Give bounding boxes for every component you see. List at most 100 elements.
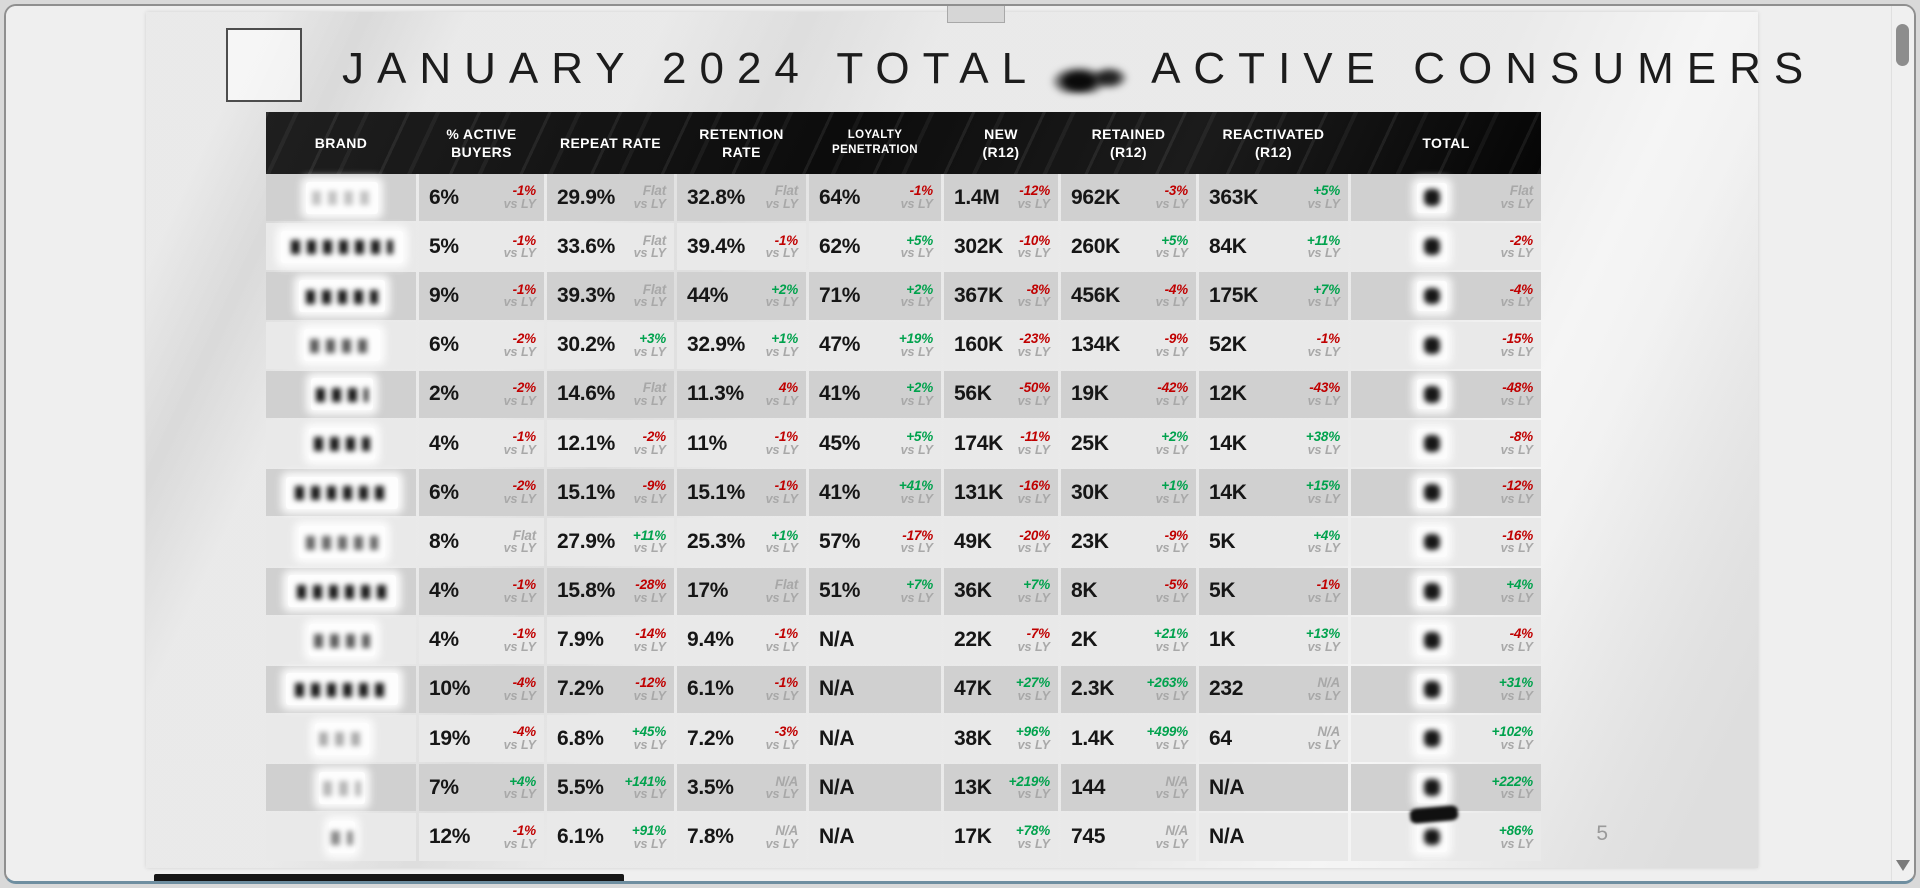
table-row: 8% Flat vs LY 27.9% +11% vs LY 25.3% +1% vs LY 57… [266,518,1541,566]
cell-retention-rate: 17% Flat vs LY [677,567,806,615]
cell-active-buyers: 4% -1% vs LY [419,616,544,664]
change-value: -2% [1509,232,1534,248]
blurred-brand-logo [329,821,355,854]
vs-ly-label: vs LY [765,492,798,507]
blurred-brand-logo-small [1417,625,1447,656]
change-value: +11% [1306,232,1340,248]
cell-retained-r12: 19K -42% vs LY [1061,370,1196,418]
change-value: -3% [1164,183,1189,199]
vs-ly-label: vs LY [1155,639,1188,654]
cell-repeat-rate: 6.1% +91% vs LY [547,813,674,861]
change-value: 4% [778,380,798,396]
document-canvas[interactable]: JANUARY 2024 TOTAL ACTIVE CONSUMERS BRAN… [6,6,1892,881]
metric-value: 45% [819,431,861,455]
change-value: +86% [1498,822,1533,838]
vs-ly-label: vs LY [1155,295,1188,310]
change-block: -2% vs LY [498,479,537,507]
cell-new-r12: 174K -11% vs LY [944,419,1058,468]
change-value: -12% [1502,478,1533,494]
vs-ly-label: vs LY [1500,443,1533,458]
next-slide-edge [154,874,624,881]
change-block: -12% vs LY [628,676,667,703]
scrollbar-thumb[interactable] [1896,24,1909,66]
change-value: +38% [1305,429,1340,445]
change-value: +21% [1153,626,1188,642]
change-value: +13% [1305,626,1340,642]
column-header-line: (R12) [982,144,1020,160]
vs-ly-label: vs LY [1155,393,1188,408]
logo-ink [314,437,370,452]
logo-ink [1423,828,1441,846]
change-value: +102% [1491,724,1534,740]
vs-ly-label: vs LY [1017,393,1050,408]
vs-ly-label: vs LY [503,492,536,507]
toolbar-handle[interactable] [947,6,1005,23]
scroll-down-arrow-icon[interactable] [1896,860,1910,871]
change-value: -16% [1019,478,1050,494]
blurred-brand-logo-small [1417,772,1447,803]
change-block: +21% vs LY [1148,627,1188,654]
vs-ly-label: vs LY [633,787,666,802]
change-block: +4% vs LY [1302,528,1341,556]
metric-value: 5.5% [557,775,604,799]
metric-value: 232 [1209,677,1244,701]
vs-ly-label: vs LY [900,295,933,310]
change-block: N/A vs LY [1150,823,1189,851]
metric-value: 11.3% [687,382,744,406]
change-block: +2% vs LY [895,282,934,310]
change-value: +4% [509,773,536,789]
vs-ly-label: vs LY [1155,197,1188,212]
column-header-2: REPEAT RATE [547,112,674,174]
metric-value: 2% [429,382,459,406]
change-value: N/A [775,773,798,789]
change-value: -1% [774,626,799,642]
vs-ly-label: vs LY [633,541,666,556]
blurred-brand-logo-small [1417,822,1447,853]
metric-value: N/A [819,628,855,652]
change-value: N/A [1165,773,1188,789]
change-block: -2% vs LY [1495,232,1534,261]
metric-value: 12K [1209,382,1247,406]
vs-ly-label: vs LY [765,295,798,310]
metric-value: 3.5% [687,775,734,799]
metric-value: 11% [687,431,727,455]
blurred-brand-logo [281,230,403,263]
metric-value: 49K [954,529,992,553]
vertical-scrollbar[interactable] [1891,6,1914,881]
column-header-line: NEW [984,125,1018,142]
blurred-brand-logo-small [1417,379,1447,410]
metric-value: 51% [819,579,861,603]
vs-ly-label: vs LY [1500,197,1533,212]
column-header-line: PENETRATION [832,144,918,156]
column-header-4: LOYALTY PENETRATION [809,112,941,174]
change-block: +11% vs LY [1301,232,1340,261]
vs-ly-label: vs LY [1500,590,1533,605]
change-value: -48% [1502,380,1533,396]
logo-ink [1423,238,1441,256]
vs-ly-label: vs LY [1500,541,1533,556]
vs-ly-label: vs LY [765,197,798,212]
metric-value: N/A [819,677,855,701]
vs-ly-label: vs LY [1500,492,1533,507]
cell-total: -12% vs LY [1351,469,1541,517]
cell-repeat-rate: 14.6% Flat vs LY [547,370,674,418]
vs-ly-label: vs LY [1155,344,1188,359]
metric-value: 36K [954,579,992,603]
vs-ly-label: vs LY [1017,836,1050,851]
vs-ly-label: vs LY [1307,393,1340,408]
cell-total: -8% vs LY [1351,419,1541,468]
change-block: Flat vs LY [760,578,799,605]
vs-ly-label: vs LY [1017,639,1050,654]
vs-ly-label: vs LY [900,344,933,359]
cell-loyalty-penetration: N/A [809,616,941,664]
cell-repeat-rate: 30.2% +3% vs LY [547,321,674,369]
change-value: -3% [774,724,799,740]
change-value: -4% [512,724,537,740]
cell-new-r12: 160K -23% vs LY [944,321,1058,369]
metric-value: 64% [819,185,861,209]
change-value: +1% [771,330,798,346]
metric-value: 9.4% [687,628,734,652]
metric-value: 6.1% [687,677,734,701]
metric-value: 15.1% [557,480,616,504]
metric-value: 6% [429,480,459,504]
